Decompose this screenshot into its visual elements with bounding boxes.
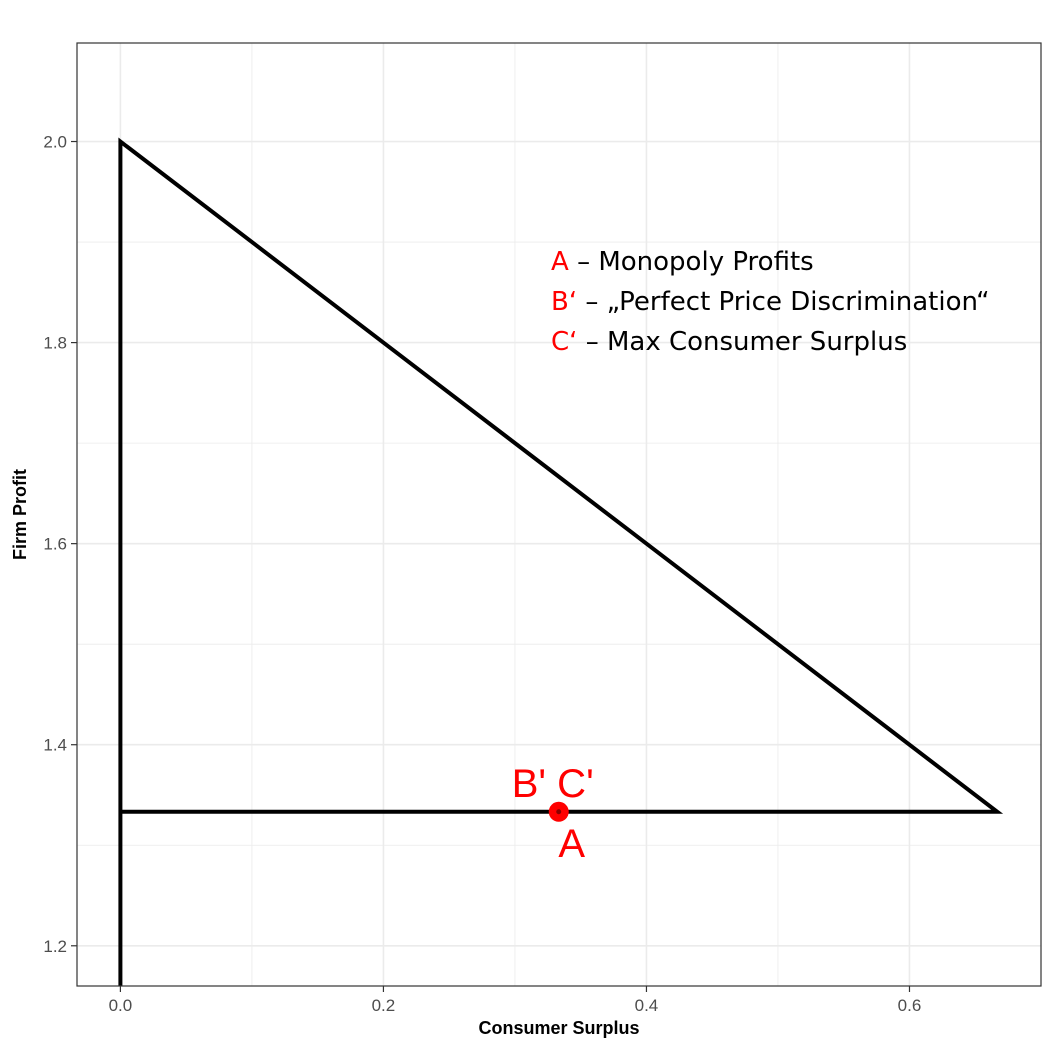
point-labels: B' C' A (512, 762, 594, 866)
x-axis-ticks: 0.0 0.2 0.4 0.6 (109, 986, 922, 1015)
grid-major (77, 43, 1041, 986)
y-tick-label: 1.2 (43, 937, 67, 956)
annotation-entry: B‘ – „Perfect Price Discrimination“ (551, 287, 990, 317)
annotation-text: – „Perfect Price Discrimination“ (585, 287, 989, 317)
y-tick-label: 1.4 (43, 736, 67, 755)
y-axis-title: Firm Profit (10, 469, 30, 560)
x-tick-label: 0.0 (109, 996, 133, 1015)
x-tick-label: 0.2 (372, 996, 396, 1015)
y-tick-label: 1.6 (43, 535, 67, 554)
y-axis-ticks: 1.2 1.4 1.6 1.8 2.0 (43, 133, 77, 956)
annotation-entry: C‘ – Max Consumer Surplus (551, 327, 907, 357)
point-label: A (558, 822, 585, 866)
x-axis-title: Consumer Surplus (478, 1018, 639, 1038)
grid-minor (77, 43, 1041, 986)
points-layer (548, 801, 569, 822)
annotation-key: A (551, 247, 577, 277)
annotation-key: B‘ (551, 287, 585, 317)
y-tick-label: 2.0 (43, 133, 67, 152)
x-tick-label: 0.6 (898, 996, 922, 1015)
panel-border (76, 42, 1042, 987)
x-tick-label: 0.4 (635, 996, 659, 1015)
annotation-text: – Max Consumer Surplus (586, 327, 908, 357)
annotation-legend: A – Monopoly Profits B‘ – „Perfect Price … (551, 247, 990, 357)
y-tick-label: 1.8 (43, 334, 67, 353)
annotation-key: C‘ (551, 327, 586, 357)
point-marker-center (556, 809, 562, 815)
annotation-text: – Monopoly Profits (577, 247, 814, 277)
point-label: B' C' (512, 762, 594, 806)
annotation-entry: A – Monopoly Profits (551, 247, 814, 277)
